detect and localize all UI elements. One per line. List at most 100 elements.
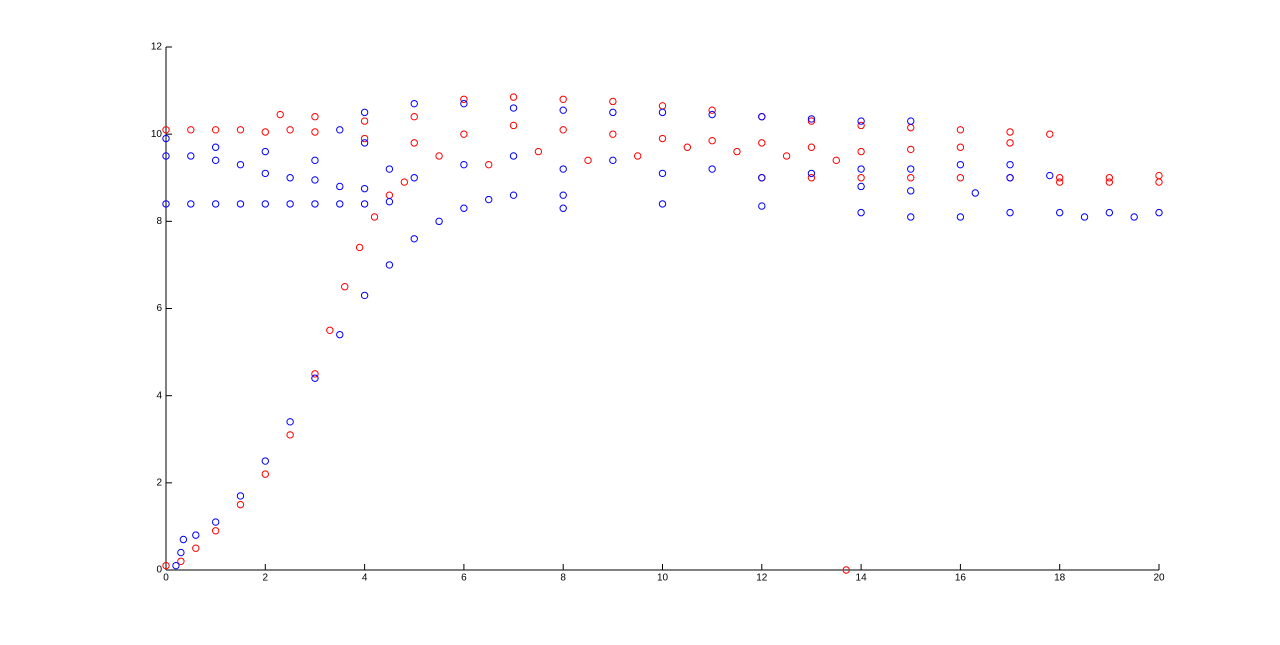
point — [708, 106, 716, 114]
point — [956, 213, 965, 221]
x-tick-label: 14 — [856, 573, 868, 584]
point — [410, 139, 418, 147]
point — [559, 165, 567, 173]
point — [1056, 178, 1064, 186]
y-tick-label: 2 — [156, 477, 162, 488]
point — [261, 128, 269, 136]
x-tick-label: 10 — [657, 573, 669, 584]
point — [360, 108, 369, 117]
point — [534, 147, 543, 156]
point — [683, 143, 692, 151]
point — [857, 182, 865, 191]
point — [211, 126, 220, 134]
point — [658, 134, 667, 143]
point — [956, 143, 965, 151]
point — [1130, 213, 1138, 221]
point — [187, 126, 195, 134]
point — [658, 169, 667, 178]
point — [177, 548, 185, 557]
point — [758, 174, 766, 182]
point — [1006, 160, 1014, 169]
point — [807, 117, 816, 125]
point — [211, 200, 220, 208]
point — [236, 126, 245, 134]
point — [1155, 171, 1163, 180]
point — [807, 174, 816, 182]
point — [360, 134, 369, 143]
point — [1056, 208, 1064, 217]
point — [162, 200, 170, 208]
point — [385, 261, 394, 269]
point — [286, 126, 294, 134]
point — [162, 134, 170, 143]
point — [236, 200, 245, 208]
point — [857, 147, 865, 156]
point — [509, 93, 518, 101]
point — [360, 200, 369, 208]
x-tick-label: 6 — [461, 573, 467, 584]
point — [460, 204, 468, 212]
x-tick-label: 18 — [1054, 573, 1066, 584]
point — [410, 99, 418, 108]
point — [857, 208, 865, 217]
point — [907, 187, 915, 195]
point — [192, 544, 200, 552]
point — [261, 457, 269, 465]
point — [485, 195, 493, 204]
point — [400, 178, 409, 186]
point — [286, 174, 294, 182]
point — [336, 330, 344, 339]
point — [509, 152, 518, 160]
point — [261, 147, 269, 156]
point — [782, 152, 791, 160]
point — [360, 184, 369, 193]
point — [1046, 171, 1054, 180]
point — [236, 160, 245, 169]
point — [187, 152, 195, 160]
point — [311, 176, 319, 184]
point — [261, 470, 269, 478]
point — [559, 106, 567, 114]
x-tick-label: 2 — [263, 573, 269, 584]
point — [192, 531, 200, 539]
point — [971, 189, 979, 197]
point — [162, 126, 170, 134]
point — [286, 200, 294, 208]
x-tick-label: 0 — [163, 573, 169, 584]
point — [956, 174, 965, 182]
y-tick-label: 6 — [156, 303, 162, 314]
point — [286, 431, 294, 439]
point — [1155, 178, 1163, 186]
point — [336, 200, 344, 208]
point — [162, 152, 170, 160]
y-tick-label: 0 — [156, 565, 162, 576]
point — [311, 156, 319, 165]
point — [807, 115, 816, 123]
point — [1080, 213, 1089, 221]
point — [708, 137, 716, 145]
y-tick-label: 12 — [151, 42, 163, 53]
point — [261, 169, 269, 178]
point — [708, 165, 716, 173]
point — [559, 95, 567, 104]
point — [1006, 174, 1014, 182]
point — [311, 200, 319, 208]
point — [658, 200, 667, 208]
point — [509, 121, 518, 130]
point — [1105, 208, 1114, 217]
point — [559, 204, 567, 212]
point — [360, 139, 369, 147]
point — [1046, 130, 1054, 138]
point — [435, 152, 443, 160]
point — [410, 174, 418, 182]
point — [172, 561, 180, 570]
point — [410, 113, 418, 121]
point — [355, 243, 364, 252]
point — [311, 113, 319, 121]
point — [842, 566, 850, 574]
point — [460, 160, 468, 169]
point — [341, 283, 349, 291]
point — [609, 156, 617, 165]
point — [360, 291, 369, 300]
